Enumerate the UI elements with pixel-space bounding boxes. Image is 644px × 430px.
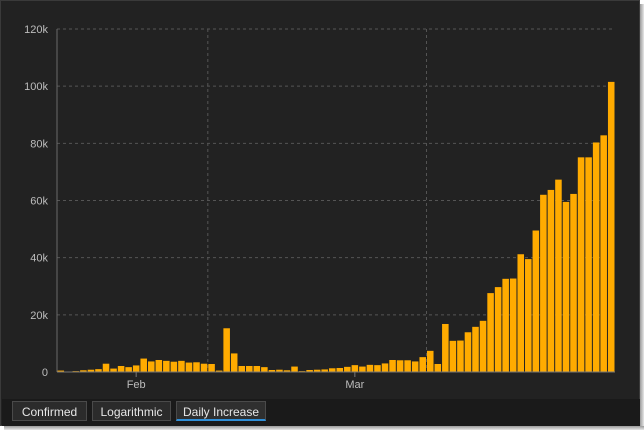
bar (359, 366, 366, 372)
bar (607, 81, 615, 373)
bar (464, 332, 472, 372)
bar (155, 359, 163, 372)
tab-logarithmic[interactable]: Logarithmic (92, 401, 171, 421)
bar (230, 353, 238, 372)
bar (351, 365, 359, 372)
bar (532, 230, 540, 372)
bar (87, 369, 95, 372)
bar (479, 320, 487, 372)
bar (555, 179, 562, 372)
window-shadow-right (640, 4, 644, 430)
bar (261, 367, 268, 372)
bar (374, 365, 381, 372)
bar (238, 365, 246, 372)
bar (336, 367, 344, 372)
bar (366, 364, 374, 372)
bar (562, 201, 570, 372)
tab-daily-increase[interactable]: Daily Increase (176, 401, 266, 421)
window-shadow-bottom (4, 426, 644, 430)
tab-confirmed[interactable]: Confirmed (12, 401, 87, 421)
bar (208, 363, 215, 372)
bar (600, 135, 607, 372)
bar (185, 362, 193, 372)
bar (125, 367, 132, 372)
y-tick-label: 100k (24, 81, 48, 93)
bar (117, 365, 125, 372)
bar (381, 363, 389, 372)
bar (472, 326, 479, 372)
bar (110, 368, 117, 372)
bar (344, 366, 351, 372)
chart-area: 0 20k 40k 60k 80k 100k 120k Feb Mar (2, 2, 640, 398)
bar (178, 360, 185, 372)
bar (306, 369, 313, 372)
bar (328, 368, 336, 372)
bar (170, 361, 178, 372)
bar (200, 363, 208, 372)
bar (570, 193, 577, 372)
bar (215, 370, 223, 372)
bar (223, 328, 230, 372)
bar (321, 369, 328, 372)
bar (147, 361, 155, 372)
bar (291, 366, 298, 372)
bar (80, 370, 87, 372)
bar (411, 361, 419, 372)
bar (283, 370, 291, 372)
bar (517, 254, 525, 372)
bar (140, 358, 147, 372)
bar (509, 278, 517, 372)
bar (525, 259, 532, 372)
bar (449, 340, 457, 372)
bar (547, 189, 555, 372)
bar (404, 360, 411, 372)
bar (494, 287, 502, 372)
bar (95, 369, 102, 372)
tab-bar: Confirmed Logarithmic Daily Increase (2, 399, 640, 426)
y-tick-label: 40k (30, 253, 48, 265)
y-tick-label: 0 (42, 367, 48, 379)
bar (57, 370, 65, 372)
bar (419, 357, 426, 372)
bar (540, 194, 547, 372)
bar (268, 369, 276, 372)
bar (577, 157, 585, 372)
y-tick-label: 20k (30, 310, 48, 322)
bar (276, 369, 283, 372)
bar (442, 323, 449, 372)
x-tick-label: Mar (345, 379, 364, 391)
bar (396, 360, 404, 372)
bar (426, 350, 434, 372)
bar (434, 363, 442, 372)
bar (102, 363, 110, 372)
bar (163, 360, 170, 372)
bar (487, 293, 494, 372)
bar (193, 362, 200, 372)
daily-increase-chart: 0 20k 40k 60k 80k 100k 120k Feb Mar (24, 24, 615, 391)
bar (457, 340, 464, 372)
bar (253, 365, 261, 372)
bar (132, 365, 140, 372)
y-tick-label: 60k (30, 196, 48, 208)
x-tick-label: Feb (127, 379, 146, 391)
y-tick-label: 80k (30, 138, 48, 150)
y-tick-label: 120k (24, 24, 48, 36)
bar (585, 157, 592, 372)
bar (389, 359, 396, 372)
bar (502, 278, 509, 372)
bar (313, 369, 321, 372)
bar (592, 142, 600, 372)
bar (246, 365, 253, 372)
